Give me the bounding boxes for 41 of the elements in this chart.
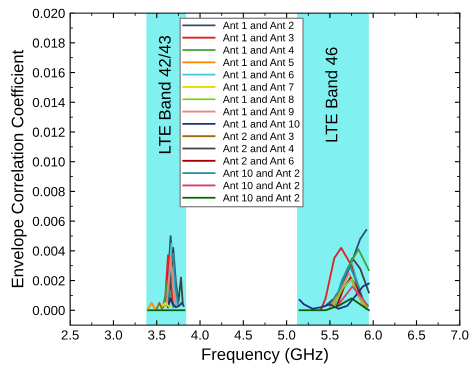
legend-label: Ant 1 and Ant 4: [222, 46, 294, 54]
legend-label: Ant 10 and Ant 2: [222, 194, 300, 202]
y-tick-label: 0.008: [32, 186, 65, 196]
x-tick-label: 4.0: [191, 330, 209, 340]
y-axis-title: Envelope Correlation Coefficient: [11, 50, 27, 288]
x-tick-label: 4.5: [234, 330, 252, 340]
x-tick-label: 3.0: [104, 330, 122, 340]
y-tick-label: 0.020: [32, 8, 65, 18]
legend-label: Ant 1 and Ant 3: [222, 34, 294, 42]
x-axis-title: Frequency (GHz): [202, 348, 328, 364]
x-tick-label: 6.5: [408, 330, 426, 340]
y-tick-label: 0.010: [32, 157, 65, 167]
legend-label: Ant 2 and Ant 6: [222, 156, 294, 165]
y-tick-label: 0.000: [32, 306, 65, 316]
legend-label: Ant 2 and Ant 3: [222, 132, 294, 140]
y-tick-label: 0.012: [32, 128, 65, 137]
y-tick-label: 0.002: [32, 276, 65, 286]
x-tick-label: 3.5: [148, 330, 166, 340]
y-tick-label: 0.016: [32, 68, 65, 78]
legend-label: Ant 1 and Ant 2: [222, 21, 294, 30]
y-tick-label: 0.018: [32, 38, 65, 48]
legend-label: Ant 10 and Ant 2: [222, 169, 300, 177]
y-tick-label: 0.006: [32, 216, 65, 226]
legend-label: Ant 1 and Ant 6: [222, 70, 294, 78]
legend-label: Ant 1 and Ant 8: [222, 95, 294, 103]
y-tick-label: 0.004: [32, 246, 65, 256]
x-tick-label: 7.0: [451, 330, 468, 340]
x-tick-label: 5.5: [321, 330, 339, 340]
legend-label: Ant 1 and Ant 9: [222, 108, 294, 116]
x-tick-label: 5.0: [278, 330, 296, 340]
legend-label: Ant 2 and Ant 4: [222, 144, 294, 152]
x-tick-label: 6.0: [364, 330, 382, 340]
x-tick-label: 2.5: [62, 330, 79, 340]
band-label: LTE Band 46: [325, 48, 338, 142]
legend-label: Ant 1 and Ant 5: [222, 58, 294, 66]
legend-label: Ant 1 and Ant 7: [222, 83, 294, 91]
legend-label: Ant 10 and Ant 2: [222, 182, 300, 190]
legend-label: Ant 1 and Ant 10: [222, 120, 300, 128]
y-tick-label: 0.014: [32, 98, 65, 108]
band-label: LTE Band 42/43: [158, 36, 171, 154]
line-series: [338, 286, 369, 307]
